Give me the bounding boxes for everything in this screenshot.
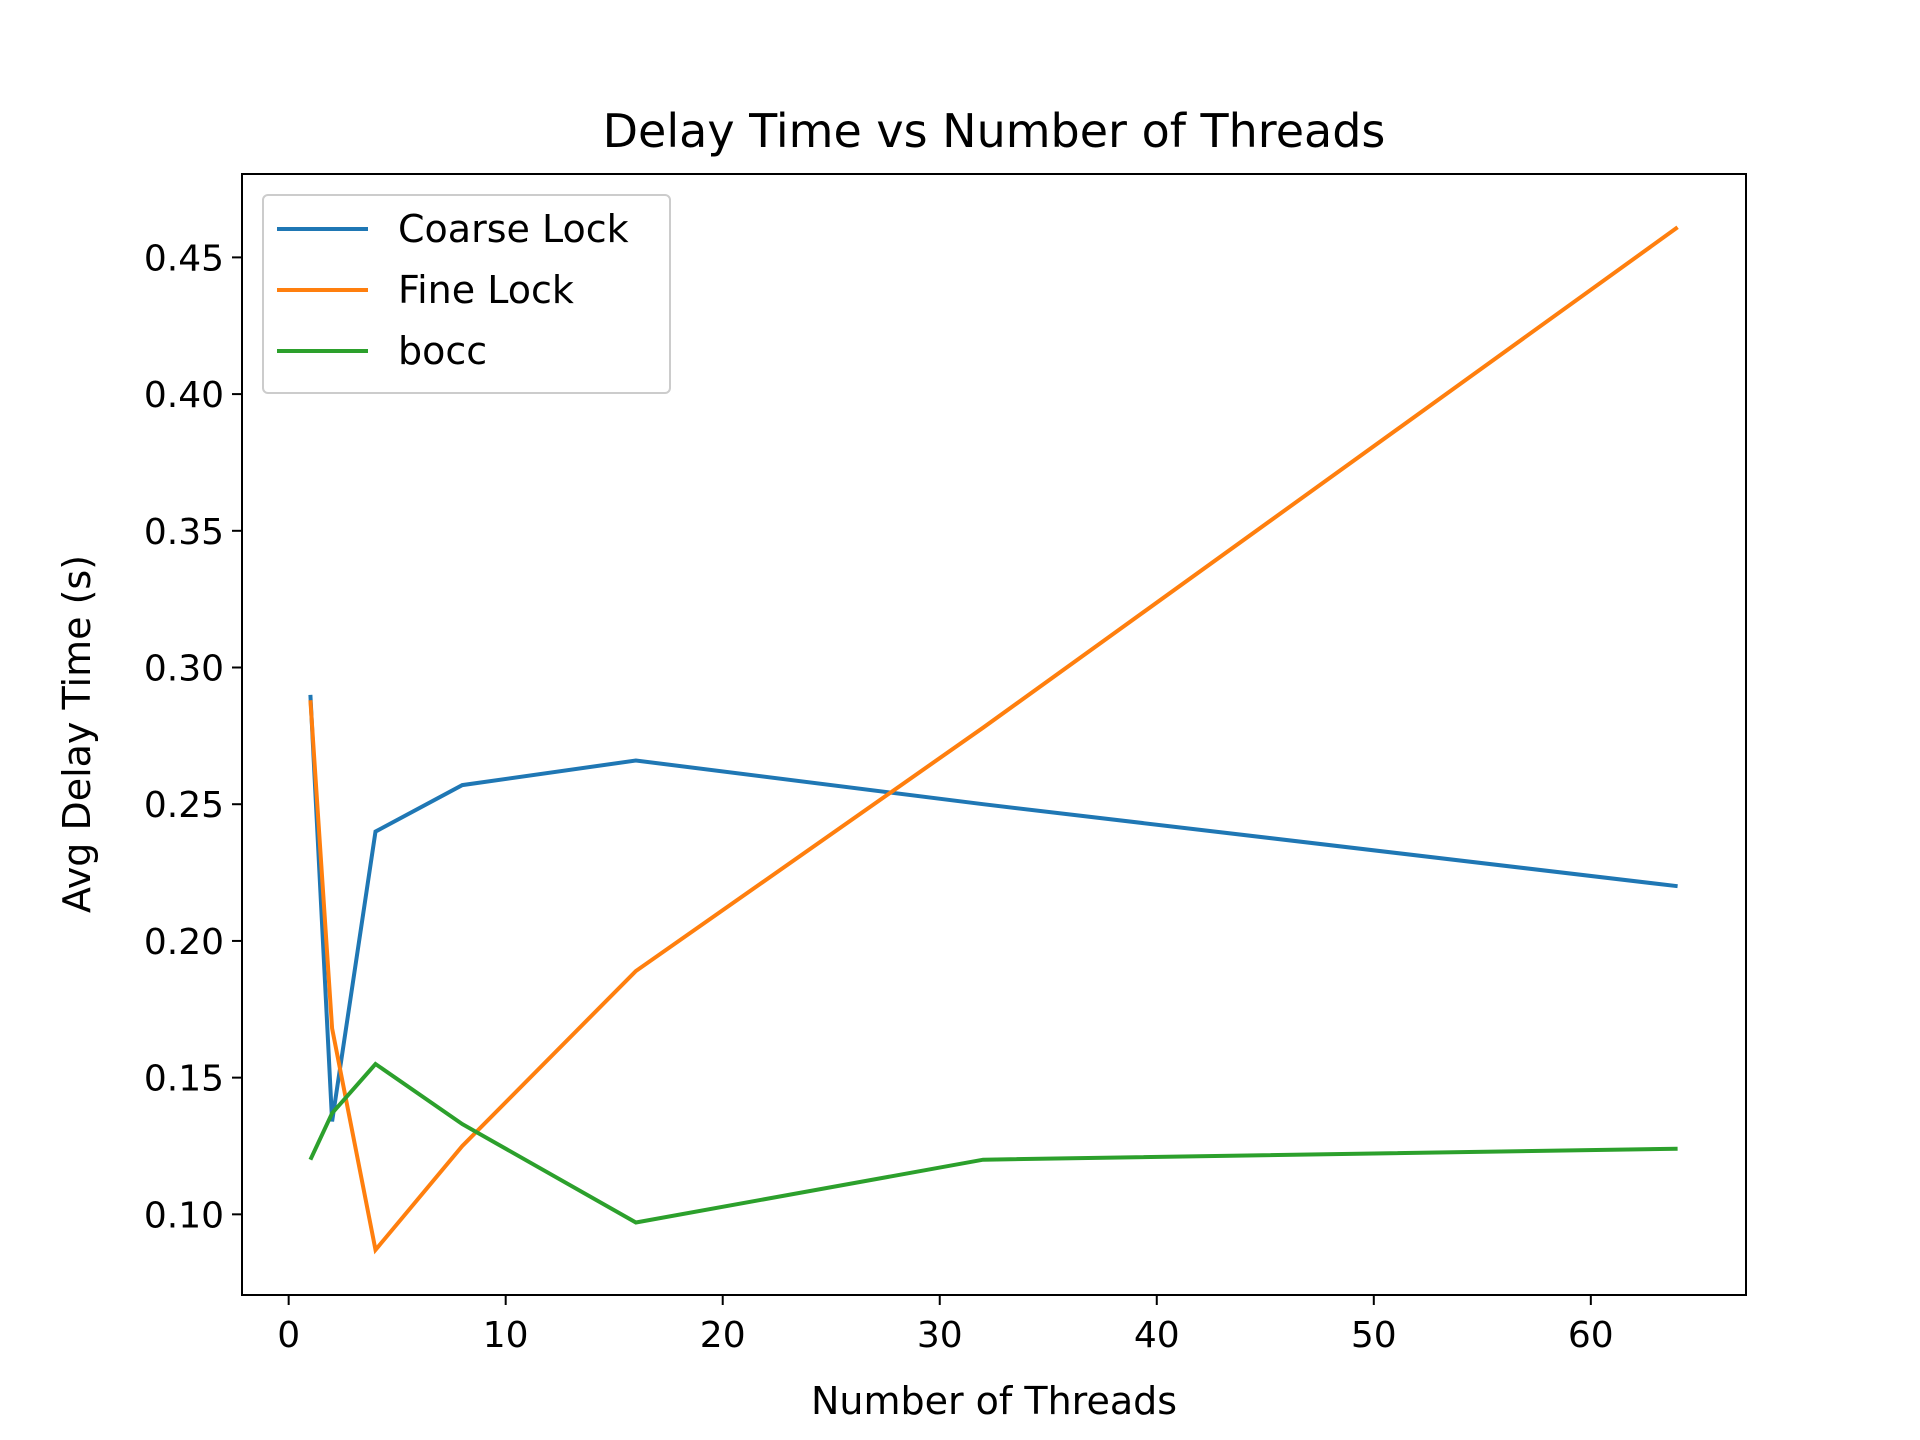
y-axis-ticks: 0.10 0.15 0.20 0.25 0.30 0.35 0.40 0.45	[144, 238, 242, 1236]
legend-label-coarse-lock: Coarse Lock	[398, 207, 629, 251]
series-layer	[308, 225, 1679, 1255]
y-tick-label: 0.35	[144, 512, 224, 553]
x-tick-label: 0	[277, 1315, 300, 1356]
plot-area-frame	[241, 173, 1747, 1296]
legend: Coarse Lock Fine Lock bocc	[262, 194, 671, 394]
x-tick-label: 50	[1351, 1315, 1397, 1356]
legend-box	[262, 194, 671, 394]
legend-label-bocc: bocc	[398, 329, 487, 373]
legend-label-fine-lock: Fine Lock	[398, 268, 574, 312]
series-line-coarse-lock	[308, 694, 1678, 1122]
series-line-fine-lock	[308, 225, 1679, 1255]
x-tick-label: 20	[700, 1315, 746, 1356]
y-tick-label: 0.45	[144, 238, 224, 279]
y-tick-label: 0.30	[144, 649, 224, 690]
y-axis-label: Avg Delay Time (s)	[55, 555, 99, 913]
y-tick-label: 0.20	[144, 922, 224, 963]
series-line-bocc	[308, 1061, 1678, 1225]
y-tick-label: 0.15	[144, 1059, 224, 1100]
x-axis-ticks: 0 10 20 30 40 50 60	[277, 1295, 1614, 1356]
chart-title: Delay Time vs Number of Threads	[603, 104, 1386, 158]
y-tick-label: 0.40	[144, 375, 224, 416]
y-tick-label: 0.10	[144, 1195, 224, 1236]
x-tick-label: 60	[1568, 1315, 1614, 1356]
x-tick-label: 40	[1134, 1315, 1180, 1356]
x-axis-label: Number of Threads	[811, 1379, 1177, 1423]
x-tick-label: 30	[917, 1315, 963, 1356]
x-tick-label: 10	[483, 1315, 529, 1356]
y-tick-label: 0.25	[144, 785, 224, 826]
